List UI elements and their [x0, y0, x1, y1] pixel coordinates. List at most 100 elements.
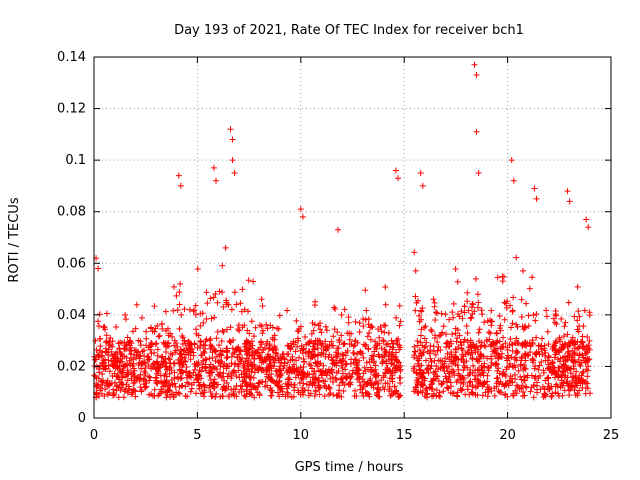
data-point — [413, 370, 420, 377]
data-point — [440, 388, 447, 395]
data-point — [105, 351, 112, 358]
data-point — [584, 380, 591, 387]
data-point — [96, 347, 103, 354]
data-point — [424, 365, 431, 372]
data-point — [207, 295, 214, 302]
data-point — [214, 371, 221, 378]
data-point — [228, 373, 235, 380]
data-point — [544, 386, 551, 393]
data-point — [501, 316, 508, 323]
data-point — [584, 373, 591, 380]
data-point — [200, 357, 207, 364]
data-point — [204, 300, 211, 307]
data-point — [495, 354, 502, 361]
data-point — [175, 375, 182, 382]
data-point — [371, 344, 378, 351]
data-point — [314, 358, 321, 365]
data-point — [385, 329, 392, 336]
data-point — [330, 360, 337, 367]
data-point — [212, 358, 219, 365]
data-point — [226, 338, 233, 345]
data-point — [160, 383, 167, 390]
data-point — [92, 337, 99, 344]
data-point — [576, 313, 583, 320]
data-point — [201, 387, 208, 394]
data-point — [583, 366, 590, 373]
y-axis-label: ROTI / TECUs — [7, 197, 22, 282]
data-point — [300, 345, 307, 352]
data-point — [484, 378, 491, 385]
data-point — [257, 378, 264, 385]
data-point — [219, 327, 226, 334]
data-point — [264, 382, 271, 389]
data-point — [336, 382, 343, 389]
data-point — [346, 380, 353, 387]
data-point — [493, 330, 500, 337]
data-point — [470, 362, 477, 369]
data-point — [159, 325, 166, 332]
data-point — [412, 348, 419, 355]
data-point — [249, 361, 256, 368]
data-point — [252, 324, 259, 331]
data-point — [190, 349, 197, 356]
data-point — [477, 353, 484, 360]
data-point — [484, 372, 491, 379]
data-point — [521, 364, 528, 371]
data-point — [322, 378, 329, 385]
data-point — [447, 379, 454, 386]
data-point — [210, 164, 217, 171]
data-point — [514, 348, 521, 355]
data-point — [280, 365, 287, 372]
data-point — [245, 357, 252, 364]
data-point — [260, 358, 267, 365]
data-point — [427, 326, 434, 333]
data-point — [445, 385, 452, 392]
data-point — [423, 394, 430, 401]
data-point — [480, 381, 487, 388]
data-point — [397, 344, 404, 351]
data-point — [499, 381, 506, 388]
data-point — [344, 330, 351, 337]
data-point — [285, 382, 292, 389]
data-point — [582, 359, 589, 366]
data-point — [416, 366, 423, 373]
data-point — [476, 326, 483, 333]
data-point — [574, 283, 581, 290]
data-point — [214, 328, 221, 335]
data-point — [549, 359, 556, 366]
data-point — [551, 319, 558, 326]
data-point — [363, 359, 370, 366]
data-point — [221, 377, 228, 384]
data-point — [459, 356, 466, 363]
data-point — [120, 363, 127, 370]
data-point — [197, 344, 204, 351]
data-point — [147, 346, 154, 353]
data-point — [461, 309, 468, 316]
data-point — [337, 376, 344, 383]
data-point — [529, 341, 536, 348]
data-point — [522, 357, 529, 364]
data-point — [151, 393, 158, 400]
data-point — [264, 338, 271, 345]
data-point — [465, 349, 472, 356]
data-point — [494, 337, 501, 344]
data-point — [95, 318, 102, 325]
data-point — [169, 351, 176, 358]
data-point — [132, 393, 139, 400]
data-point — [305, 387, 312, 394]
data-point — [284, 342, 291, 349]
data-point — [350, 349, 357, 356]
data-point — [466, 379, 473, 386]
data-point — [572, 338, 579, 345]
data-point — [521, 377, 528, 384]
data-point — [576, 343, 583, 350]
data-point — [191, 307, 198, 314]
data-point — [225, 393, 232, 400]
data-point — [438, 310, 445, 317]
x-tick-label: 10 — [293, 428, 310, 443]
data-point — [511, 362, 518, 369]
data-point — [232, 386, 239, 393]
data-point — [239, 382, 246, 389]
data-point — [503, 355, 510, 362]
data-point — [113, 353, 120, 360]
